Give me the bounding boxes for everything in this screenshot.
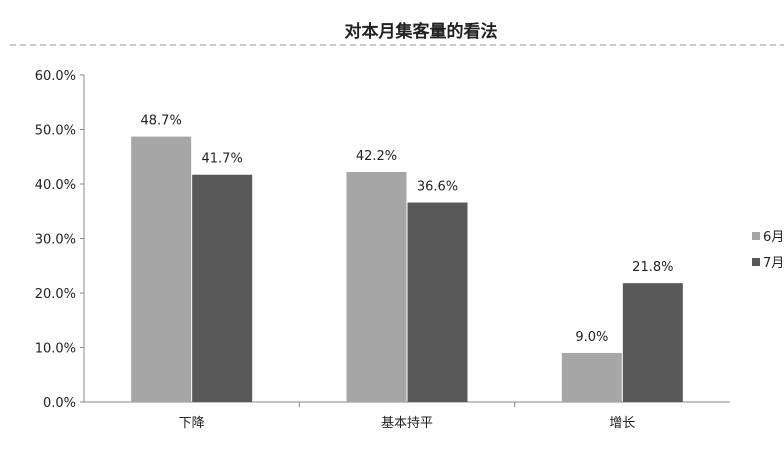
data-label: 48.7% — [141, 114, 182, 129]
y-tick-label: 20.0% — [35, 287, 76, 302]
y-tick-label: 40.0% — [35, 178, 76, 193]
data-label: 9.0% — [575, 330, 608, 345]
legend-label: 6月 — [763, 230, 784, 245]
bar — [561, 352, 622, 402]
bar — [622, 283, 683, 402]
y-tick-label: 60.0% — [35, 69, 76, 84]
y-tick-label: 0.0% — [43, 396, 76, 411]
data-label: 36.6% — [417, 180, 458, 195]
y-tick-label: 10.0% — [35, 342, 76, 357]
data-label: 42.2% — [356, 149, 397, 164]
bar — [346, 172, 407, 402]
y-tick-label: 30.0% — [35, 233, 76, 248]
legend-swatch — [752, 258, 760, 266]
data-label: 21.8% — [632, 260, 673, 275]
bar — [407, 202, 468, 402]
data-label: 41.7% — [202, 152, 243, 167]
legend-label: 7月 — [763, 256, 784, 271]
bar — [131, 136, 192, 402]
x-tick-label: 下降 — [179, 416, 205, 431]
x-tick-label: 基本持平 — [381, 416, 433, 431]
legend-swatch — [752, 232, 760, 240]
chart-title: 对本月集客量的看法 — [345, 21, 498, 42]
bar — [192, 174, 253, 402]
x-tick-label: 增长 — [609, 416, 635, 431]
y-tick-label: 50.0% — [35, 124, 76, 139]
